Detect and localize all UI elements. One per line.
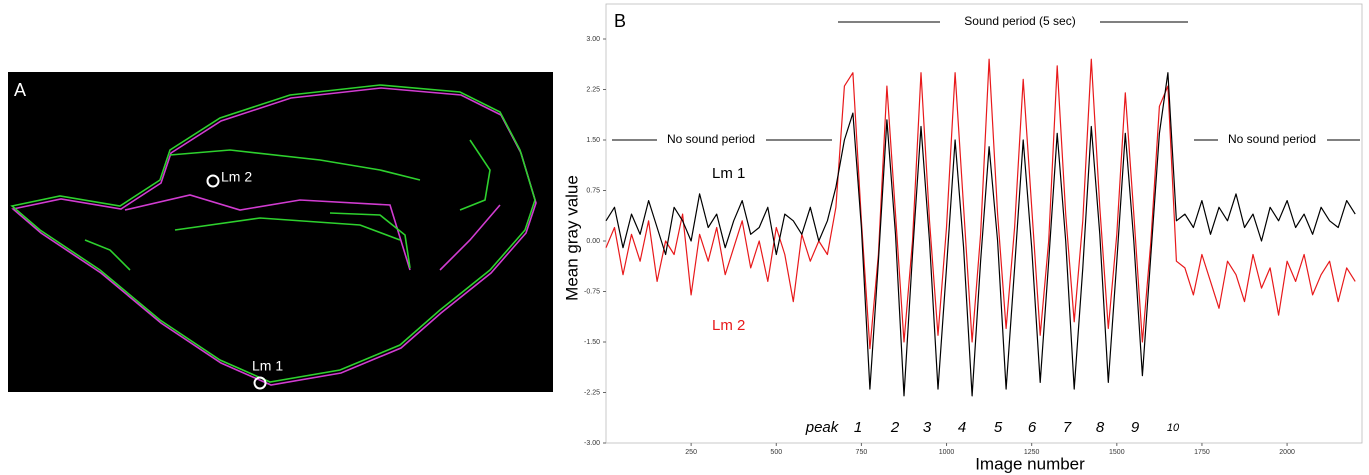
- y-axis-title: Mean gray value: [562, 175, 581, 301]
- y-tick-label: -1.50: [584, 339, 600, 346]
- outlines: [10, 84, 537, 386]
- y-tick-label: 3.00: [586, 36, 600, 43]
- inner-curve: [329, 212, 411, 269]
- panel-b: -3.00 -2.25 -1.50 -0.75 0.00 0.75 1.50 2.25 3.00…: [562, 3, 1363, 473]
- peak-number: 6: [1028, 419, 1037, 436]
- inner-curve: [174, 217, 401, 241]
- y-tick-label: 2.25: [586, 86, 600, 93]
- landmark-marker: [206, 174, 220, 188]
- landmark-marker: [253, 376, 267, 390]
- landmark-label: Lm 1: [252, 358, 283, 374]
- series-label: Lm 1: [712, 165, 745, 182]
- series-line: [605, 72, 1356, 397]
- y-tick-label: -0.75: [584, 288, 600, 295]
- inner-curve: [459, 139, 491, 211]
- y-tick-label: 0.75: [586, 187, 600, 194]
- panel-label: A: [14, 80, 26, 100]
- x-tick-label: 750: [856, 449, 868, 456]
- outline-green: [10, 84, 536, 383]
- x-tick-label: 1250: [1024, 449, 1040, 456]
- x-tick-label: 1000: [939, 449, 955, 456]
- x-axis-title: Image number: [975, 454, 1085, 473]
- peak-label: peak: [805, 419, 840, 436]
- peak-number: 9: [1131, 419, 1140, 436]
- y-tick-label: -2.25: [584, 389, 600, 396]
- y-tick-label: 0.00: [586, 238, 600, 245]
- peak-number: 3: [923, 419, 932, 436]
- peak-number: 1: [854, 419, 862, 436]
- sound-period: Sound period (5 sec): [964, 14, 1075, 28]
- no-sound-period: No sound period: [1228, 132, 1316, 146]
- inner-curve: [169, 149, 421, 181]
- y-tick-label: 1.50: [586, 137, 600, 144]
- panel-label: B: [614, 11, 626, 31]
- peak-number: 8: [1096, 419, 1105, 436]
- series-line: [605, 58, 1356, 350]
- series-label: Lm 2: [712, 317, 745, 334]
- x-tick-label: 250: [685, 449, 697, 456]
- y-tick-label: -3.00: [584, 440, 600, 447]
- panel-a: A Lm 2 Lm 1: [8, 72, 553, 392]
- image-background: [8, 72, 553, 392]
- plot-frame: [605, 3, 1363, 444]
- x-tick-label: 1750: [1194, 449, 1210, 456]
- peak-number: 2: [890, 419, 900, 436]
- x-tick-label: 1500: [1109, 449, 1125, 456]
- x-tick-label: 500: [770, 449, 782, 456]
- peak-number: 7: [1063, 419, 1072, 436]
- inner-curve: [124, 194, 411, 271]
- inner-curve: [84, 239, 131, 271]
- x-tick-label: 2000: [1279, 449, 1295, 456]
- peak-number: 4: [958, 419, 966, 436]
- outline-magenta: [11, 87, 537, 386]
- peak-number: 10: [1167, 422, 1180, 434]
- no-sound-period: No sound period: [667, 132, 755, 146]
- landmark-label: Lm 2: [221, 169, 252, 185]
- inner-curve: [439, 204, 501, 271]
- peak-number: 5: [994, 419, 1003, 436]
